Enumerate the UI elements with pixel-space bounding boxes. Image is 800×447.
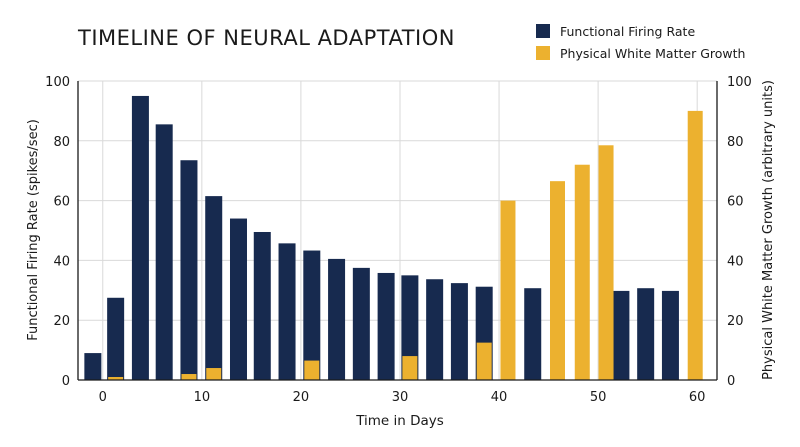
x-tick-label: 40 [491, 390, 508, 405]
firing-rate-bar [637, 288, 655, 380]
y-axis-left-label: Functional Firing Rate (spikes/sec) [26, 119, 41, 341]
firing-rate-bar [328, 258, 346, 380]
firing-rate-bar [450, 283, 468, 380]
y-left-tick-label: 100 [45, 75, 70, 90]
y-left-tick-label: 60 [53, 195, 70, 210]
firing-rate-bar [303, 250, 321, 380]
y-right-tick-label: 0 [727, 374, 735, 389]
firing-rate-bar [107, 297, 125, 380]
legend-item-white-matter: Physical White Matter Growth [536, 42, 745, 64]
white-matter-bar [598, 145, 614, 380]
firing-rate-bar [84, 353, 102, 380]
white-matter-bar [181, 374, 197, 380]
y-axis-right-label: Physical White Matter Growth (arbitrary … [761, 80, 776, 380]
y-right-tick-label: 80 [727, 135, 744, 150]
firing-rate-bar [352, 267, 370, 380]
firing-rate-bar [180, 160, 198, 380]
y-right-tick-label: 40 [727, 254, 744, 269]
chart-title: TIMELINE OF NEURAL ADAPTATION [78, 26, 455, 50]
white-matter-bar [304, 360, 320, 380]
white-matter-bar [402, 356, 418, 380]
white-matter-bar [549, 181, 565, 380]
y-left-tick-label: 20 [53, 314, 70, 329]
chart-legend: Functional Firing Rate Physical White Ma… [536, 20, 745, 64]
white-matter-bars [108, 110, 703, 381]
legend-swatch-white-matter [536, 46, 550, 60]
firing-rate-bars [84, 95, 679, 380]
firing-rate-bar [401, 275, 419, 380]
legend-label-white-matter: Physical White Matter Growth [560, 45, 746, 61]
legend-item-firing-rate: Functional Firing Rate [536, 20, 745, 42]
x-tick-label: 0 [99, 390, 107, 405]
x-tick-label: 20 [293, 390, 310, 405]
axes [77, 81, 718, 381]
x-tick-label: 10 [194, 390, 211, 405]
firing-rate-bar [155, 124, 173, 380]
legend-swatch-firing-rate [536, 24, 550, 38]
x-tick-label: 30 [392, 390, 409, 405]
y-left-tick-label: 40 [53, 254, 70, 269]
y-right-tick-label: 20 [727, 314, 744, 329]
firing-rate-bar [524, 288, 542, 380]
y-left-tick-label: 0 [62, 374, 70, 389]
firing-rate-bar [229, 218, 247, 380]
firing-rate-bar [278, 243, 296, 380]
y-left-tick-label: 80 [53, 135, 70, 150]
y-right-tick-label: 100 [727, 75, 752, 90]
firing-rate-bar [661, 290, 679, 380]
white-matter-bar [108, 377, 124, 380]
legend-label-firing-rate: Functional Firing Rate [560, 23, 696, 39]
white-matter-bar [574, 164, 590, 380]
y-right-tick-label: 60 [727, 195, 744, 210]
x-tick-label: 60 [689, 390, 706, 405]
x-tick-label: 50 [590, 390, 607, 405]
x-axis-label: Time in Days [355, 413, 444, 429]
firing-rate-bar [205, 196, 223, 380]
white-matter-bar [476, 342, 492, 380]
white-matter-bar [500, 200, 516, 380]
white-matter-bar [206, 368, 222, 380]
firing-rate-bar [377, 272, 395, 380]
firing-rate-bar [426, 279, 444, 380]
firing-rate-bar [612, 290, 630, 380]
firing-rate-bar [253, 231, 271, 380]
tick-labels: 0 10 20 30 40 50 60 0 20 40 60 80 100 0 20 40 60 80 100 [45, 75, 752, 405]
white-matter-bar [687, 110, 703, 381]
firing-rate-bar [131, 95, 149, 380]
